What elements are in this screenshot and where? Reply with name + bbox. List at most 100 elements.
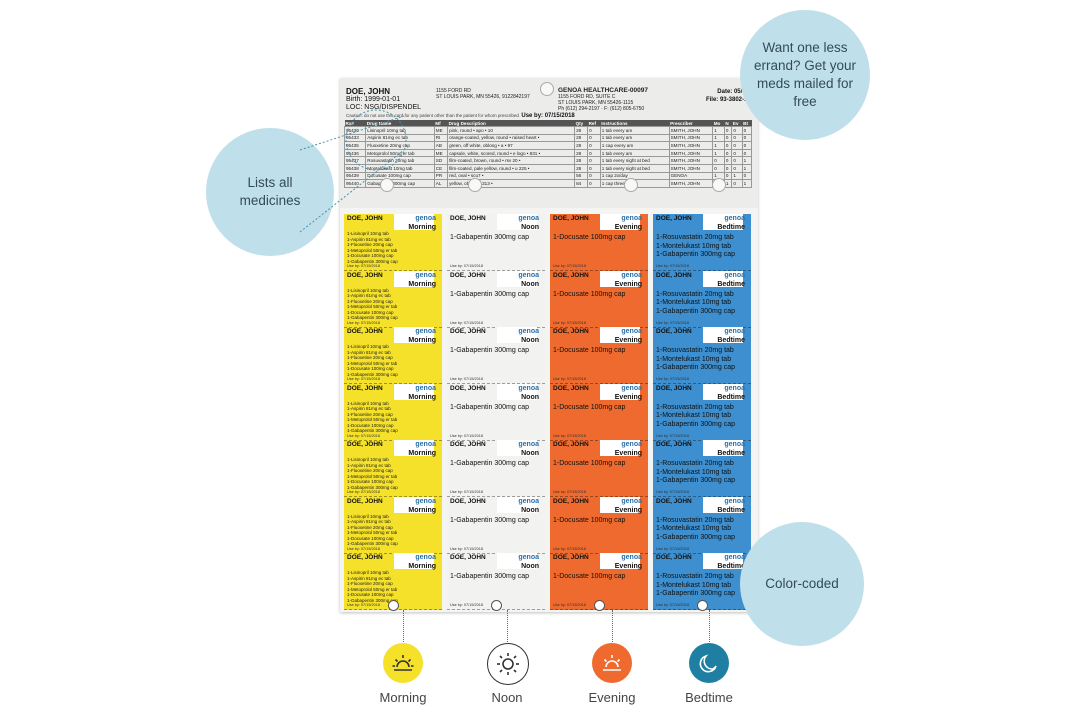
cell-time-label: Morning (408, 393, 436, 401)
table-cell: GENOA (668, 171, 714, 181)
dose-cell[interactable]: DOE, JOHN genoa Noon 1-Gabapentin 300mg cap… (447, 496, 545, 554)
table-row: 95435 Fluoxetine 20mg cap AB green, off whi… (343, 141, 753, 150)
label-tab (703, 270, 743, 287)
table-cell: ME (433, 126, 449, 135)
label-tab (600, 383, 640, 400)
cell-patient-name: DOE, JOHN (450, 271, 486, 279)
cell-use-by: Use by: 07/15/2018 (553, 490, 586, 494)
table-cell: 28 (574, 156, 589, 165)
dose-cell[interactable]: DOE, JOHN genoa Noon 1-Gabapentin 300mg cap… (447, 327, 545, 384)
dose-cell[interactable]: DOE, JOHN genoa Morning 1-Lisinopril 10mg t… (344, 440, 442, 497)
cell-med-list: 1-Docusate 100mg cap (553, 573, 625, 582)
cell-med-item: 1-Gabapentin 300mg cap (450, 290, 529, 298)
cell-med-item: 1-Montelukast 10mg tab (656, 525, 732, 532)
cell-time-label: Noon (521, 280, 539, 288)
dose-cell[interactable]: DOE, JOHN genoa Noon 1-Gabapentin 300mg cap… (447, 214, 545, 271)
cell-patient-name: DOE, JOHN (553, 328, 589, 335)
dose-cell[interactable]: DOE, JOHN genoa Bedtime 1-Rosuvastatin 20mg… (653, 496, 751, 554)
cell-med-item: 1-Gabapentin 300mg cap (450, 516, 529, 524)
cell-med-item: 1-Aspirin 81mg ec tab (347, 519, 391, 524)
dose-cell[interactable]: DOE, JOHN genoa Noon 1-Gabapentin 300mg cap… (447, 383, 545, 441)
table-header-cell: Mo (712, 120, 725, 127)
dose-cell[interactable]: DOE, JOHN genoa Noon 1-Gabapentin 300mg cap… (447, 440, 545, 497)
cell-med-list: 1-Rosuvastatin 20mg tab 1-Montelukast 10m… (656, 573, 735, 599)
dose-cell[interactable]: DOE, JOHN genoa Evening 1-Docusate 100mg ca… (550, 496, 648, 554)
table-cell: 1 (741, 179, 753, 188)
cell-time-label: Morning (408, 450, 436, 457)
cell-patient-name: DOE, JOHN (347, 215, 383, 222)
label-tab (394, 383, 434, 400)
cell-patient-name: DOE, JOHN (553, 554, 589, 561)
label-tab (703, 440, 743, 456)
patient-address-line: ST LOUIS PARK, MN 55426, 9122842197 (436, 94, 530, 100)
table-cell: 1 (741, 163, 753, 173)
cell-med-item: 1-Docusate 100mg cap (553, 573, 626, 580)
cell-med-list: 1-Lisinopril 10mg tab 1-Aspirin 81mg ec t… (347, 288, 398, 321)
label-tab (497, 270, 537, 287)
dose-cell[interactable]: DOE, JOHN genoa Evening 1-Docusate 100mg ca… (550, 270, 648, 328)
genoa-logo: genoa (518, 384, 539, 392)
genoa-logo: genoa (724, 554, 745, 561)
cell-use-by: Use by: 07/15/2018 (450, 377, 483, 381)
dose-cell[interactable]: DOE, JOHN genoa Evening 1-Docusate 100mg ca… (550, 440, 648, 497)
cell-time-label: Evening (614, 224, 642, 231)
table-cell: 0 (723, 156, 733, 165)
cell-use-by: Use by: 07/15/2018 (450, 320, 483, 325)
column-evening: DOE, JOHN genoa Evening 1-Docusate 100mg ca… (550, 214, 648, 611)
cell-patient-name: DOE, JOHN (450, 554, 486, 561)
cell-med-item: 1-Docusate 100mg cap (553, 516, 626, 524)
cell-med-item: 1-Docusate 100mg cap (553, 234, 626, 241)
table-cell: 0 (723, 163, 733, 173)
dose-cell[interactable]: DOE, JOHN genoa Evening 1-Docusate 100mg ca… (550, 383, 648, 441)
dose-cell[interactable]: DOE, JOHN genoa Bedtime 1-Rosuvastatin 20mg… (653, 383, 751, 441)
genoa-logo: genoa (415, 441, 436, 448)
cell-patient-name: DOE, JOHN (450, 497, 486, 505)
cell-patient-name: DOE, JOHN (656, 497, 692, 505)
cell-med-item: 1-Aspirin 81mg ec tab (347, 462, 391, 468)
cell-med-item: 1-Lisinopril 10mg tab (347, 400, 389, 406)
dose-cell[interactable]: DOE, JOHN genoa Bedtime 1-Rosuvastatin 20mg… (653, 214, 751, 271)
table-cell: 0 (731, 163, 743, 173)
dose-cell[interactable]: DOE, JOHN genoa Morning 1-Lisinopril 10mg t… (344, 214, 442, 271)
dose-cell[interactable]: DOE, JOHN genoa Evening 1-Docusate 100mg ca… (550, 214, 648, 271)
label-tab (600, 327, 640, 343)
table-cell: PR (433, 171, 449, 181)
dose-cell[interactable]: DOE, JOHN genoa Morning 1-Lisinopril 10mg t… (344, 496, 442, 554)
dose-cell[interactable]: DOE, JOHN genoa Noon 1-Gabapentin 300mg cap… (447, 270, 545, 328)
table-cell: Metoprolol 50mg er tab (365, 148, 435, 158)
cell-use-by: Use by: 07/15/2018 (347, 264, 380, 268)
genoa-logo: genoa (621, 384, 642, 392)
dose-cell[interactable]: DOE, JOHN genoa Morning 1-Lisinopril 10mg t… (344, 270, 442, 328)
dose-cell[interactable]: DOE, JOHN genoa Morning 1-Lisinopril 10mg t… (344, 553, 442, 610)
dose-cell[interactable]: DOE, JOHN genoa Bedtime 1-Rosuvastatin 20mg… (653, 270, 751, 328)
table-cell: Montelukast 10mg tab (365, 163, 435, 173)
table-cell: 0 (741, 148, 753, 158)
cell-med-item: 1-Fluoxetine 20mg cap (347, 524, 393, 530)
genoa-logo: genoa (621, 271, 642, 279)
label-tab (394, 327, 434, 343)
cell-med-item: 1-Gabapentin 300mg cap (347, 541, 398, 546)
card-file-number: File: 93-3802-180 (705, 97, 754, 103)
cell-med-list: 1-Rosuvastatin 20mg tab 1-Montelukast 10m… (656, 291, 735, 317)
cell-med-item: 1-Metoprolol 50mg er tab (347, 360, 398, 366)
dose-cell[interactable]: DOE, JOHN genoa Evening 1-Docusate 100mg ca… (550, 553, 648, 610)
dose-cell[interactable]: DOE, JOHN genoa Evening 1-Docusate 100mg ca… (550, 327, 648, 384)
dose-cell[interactable]: DOE, JOHN genoa Bedtime 1-Rosuvastatin 20mg… (653, 440, 751, 497)
label-tab (703, 383, 743, 400)
cell-patient-name: DOE, JOHN (347, 441, 383, 448)
cell-med-item: 1-Gabapentin 300mg cap (347, 258, 398, 264)
cell-use-by: Use by: 07/15/2018 (450, 546, 483, 551)
table-cell: ME (433, 148, 449, 158)
card-note: Caution: do not use this card for any pa… (346, 113, 746, 119)
moon-icon (689, 643, 729, 683)
dose-cell[interactable]: DOE, JOHN genoa Morning 1-Lisinopril 10mg t… (344, 383, 442, 441)
dose-cell[interactable]: DOE, JOHN genoa Morning 1-Lisinopril 10mg t… (344, 327, 442, 384)
table-cell: 0 (723, 148, 733, 158)
file-info: Date: 05/16/2 File: 93-3802-180 (692, 88, 754, 104)
cell-med-item: 1-Gabapentin 300mg cap (450, 460, 529, 467)
table-cell: Lisinopril 10mg tab (365, 126, 435, 135)
table-header-cell: Qty (574, 120, 588, 127)
table-cell: 1 (712, 141, 725, 150)
dose-cell[interactable]: DOE, JOHN genoa Bedtime 1-Rosuvastatin 20mg… (653, 553, 751, 610)
dose-cell[interactable]: DOE, JOHN genoa Bedtime 1-Rosuvastatin 20mg… (653, 327, 751, 384)
